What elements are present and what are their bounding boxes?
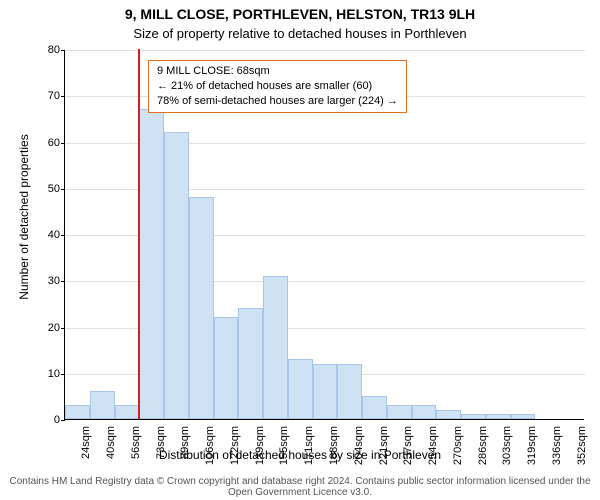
chart-container: 9, MILL CLOSE, PORTHLEVEN, HELSTON, TR13… <box>0 0 600 500</box>
histogram-bar[interactable] <box>436 410 461 419</box>
histogram-bar[interactable] <box>214 317 239 419</box>
y-tick-label: 0 <box>54 414 60 426</box>
histogram-bar[interactable] <box>65 405 90 419</box>
histogram-bar[interactable] <box>288 359 313 419</box>
histogram-bar[interactable] <box>115 405 140 419</box>
y-tick-label: 30 <box>48 275 60 287</box>
y-tick-mark <box>61 420 65 421</box>
histogram-bar[interactable] <box>412 405 437 419</box>
histogram-bar[interactable] <box>313 364 338 420</box>
histogram-bar[interactable] <box>189 197 214 419</box>
y-tick-label: 50 <box>48 183 60 195</box>
histogram-bar[interactable] <box>362 396 387 419</box>
y-tick-label: 10 <box>48 368 60 380</box>
chart-subtitle: Size of property relative to detached ho… <box>0 26 600 41</box>
y-tick-label: 20 <box>48 322 60 334</box>
y-tick-label: 70 <box>48 90 60 102</box>
y-tick-label: 40 <box>48 229 60 241</box>
annotation-line: 78% of semi-detached houses are larger (… <box>157 94 398 109</box>
y-tick-label: 60 <box>48 137 60 149</box>
attribution-text: Contains HM Land Registry data © Crown c… <box>0 476 600 498</box>
y-tick-label: 80 <box>48 44 60 56</box>
histogram-bar[interactable] <box>337 364 362 420</box>
histogram-bar[interactable] <box>387 405 412 419</box>
annotation-line: ← 21% of detached houses are smaller (60… <box>157 79 398 94</box>
histogram-bar[interactable] <box>511 414 536 419</box>
y-tick-labels: 01020304050607080 <box>34 50 60 420</box>
histogram-bar[interactable] <box>90 391 115 419</box>
histogram-bar[interactable] <box>461 414 486 419</box>
annotation-box: 9 MILL CLOSE: 68sqm← 21% of detached hou… <box>148 60 407 113</box>
histogram-bar[interactable] <box>486 414 511 419</box>
subject-marker-line <box>138 49 140 419</box>
histogram-bar[interactable] <box>238 308 263 419</box>
histogram-bar[interactable] <box>164 132 189 419</box>
chart-title: 9, MILL CLOSE, PORTHLEVEN, HELSTON, TR13… <box>0 6 600 22</box>
histogram-bar[interactable] <box>263 276 288 419</box>
annotation-line: 9 MILL CLOSE: 68sqm <box>157 64 398 79</box>
histogram-bar[interactable] <box>139 109 164 419</box>
x-axis-label: Distribution of detached houses by size … <box>0 448 600 462</box>
